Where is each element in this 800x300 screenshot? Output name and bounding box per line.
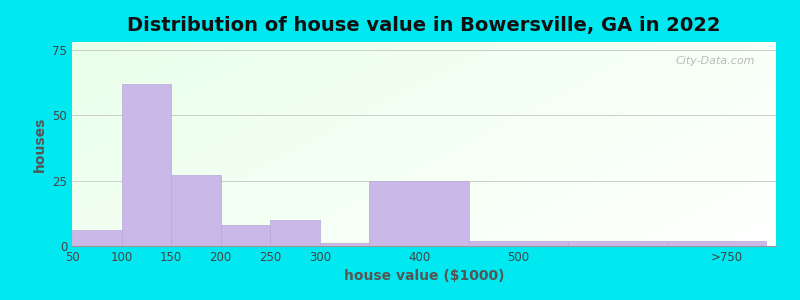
Bar — [667, 241, 766, 246]
Y-axis label: houses: houses — [33, 116, 46, 172]
Bar — [320, 243, 370, 246]
Bar — [568, 241, 667, 246]
Title: Distribution of house value in Bowersville, GA in 2022: Distribution of house value in Bowersvil… — [127, 16, 721, 35]
Bar — [72, 230, 122, 246]
X-axis label: house value ($1000): house value ($1000) — [344, 269, 504, 284]
Bar — [171, 176, 221, 246]
Bar — [370, 181, 469, 246]
Bar — [122, 84, 171, 246]
Bar — [469, 241, 568, 246]
Text: City-Data.com: City-Data.com — [675, 56, 755, 66]
Bar — [270, 220, 320, 246]
Bar — [221, 225, 270, 246]
